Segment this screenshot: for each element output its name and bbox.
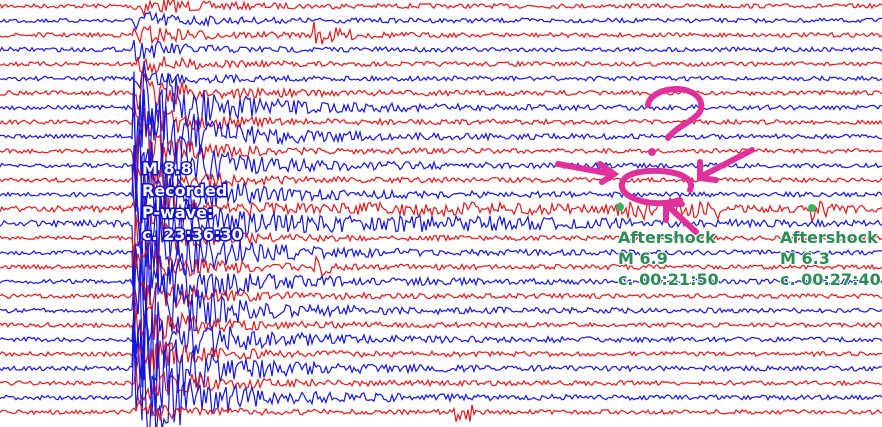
- seismic-trace: [0, 10, 882, 32]
- seismic-trace: [0, 134, 882, 175]
- seismic-trace: [0, 56, 882, 75]
- aftershock-label: Aftershock M 6.9 c. 00:21:50: [617, 227, 720, 290]
- scribble: [555, 86, 755, 235]
- seismic-trace: [0, 71, 882, 203]
- question-dot: [648, 148, 656, 156]
- seismic-trace: [0, 340, 882, 372]
- seismic-trace: [0, 21, 882, 45]
- main-label: M 8.8 Recorded P-wave: c. 23:36:30: [141, 158, 245, 246]
- aftershock-label: Aftershock M 6.3 c. 00:27:40: [779, 227, 882, 290]
- label-line: M 6.3: [780, 249, 830, 268]
- seismic-trace: [0, 401, 882, 422]
- question-mark: [645, 86, 705, 141]
- label-line: P-wave:: [142, 203, 213, 222]
- seismic-trace: [0, 0, 882, 18]
- seismic-trace: [0, 365, 882, 406]
- event-dot: [616, 203, 624, 211]
- arrow: [697, 147, 755, 183]
- seismic-trace: [0, 39, 882, 62]
- event-dot: [808, 204, 816, 212]
- seismic-trace: [0, 145, 882, 249]
- label-line: M 8.8: [142, 159, 192, 178]
- seismic-trace: [0, 72, 882, 110]
- seismic-trace: [0, 71, 882, 90]
- seismic-trace: [0, 279, 882, 315]
- label-line: Aftershock: [618, 228, 716, 247]
- label-line: c. 23:36:30: [142, 225, 243, 244]
- label-line: c. 00:27:40: [780, 270, 881, 289]
- seismic-trace: [0, 192, 882, 227]
- seismic-trace: [0, 329, 882, 427]
- seismic-trace: [0, 61, 882, 158]
- label-line: Aftershock: [780, 228, 878, 247]
- label-line: c. 00:21:50: [618, 270, 719, 289]
- seismic-trace: [0, 132, 882, 224]
- circle-mark: [619, 167, 695, 207]
- seismic-trace: [0, 287, 882, 383]
- seismic-trace: [0, 212, 882, 319]
- arrow: [663, 201, 699, 235]
- seismic-trace: [0, 245, 882, 278]
- label-line: M 6.9: [618, 249, 668, 268]
- seismic-trace: [0, 308, 882, 417]
- seismic-trace: [0, 214, 882, 259]
- arrow: [555, 161, 620, 185]
- seismic-trace: [0, 239, 882, 323]
- label-line: Recorded: [142, 181, 227, 200]
